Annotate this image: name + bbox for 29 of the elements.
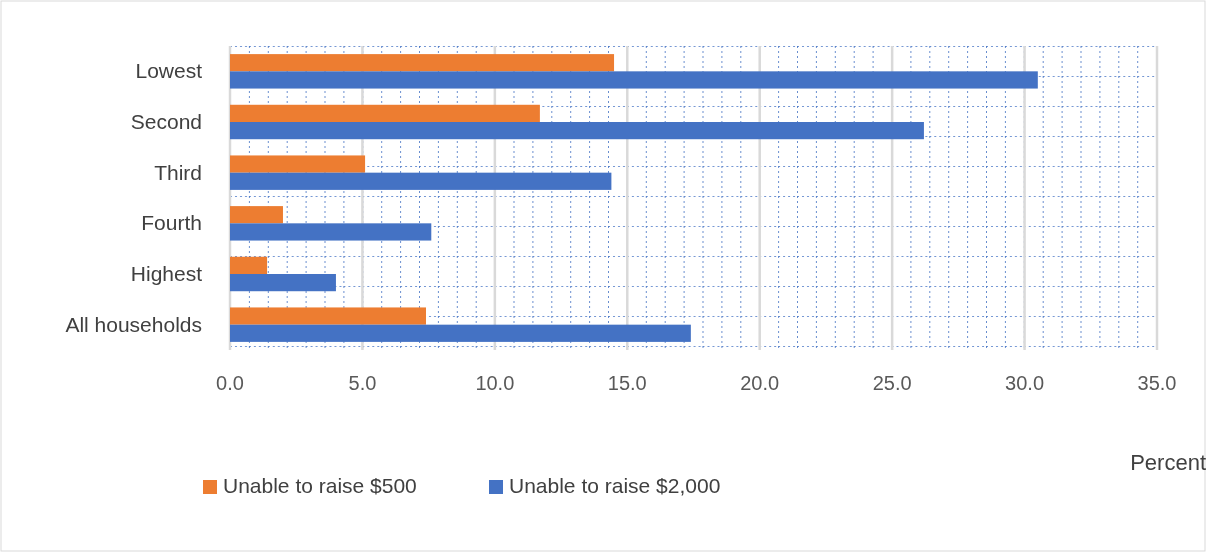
bar xyxy=(230,206,283,224)
y-tick-label: Third xyxy=(154,160,202,184)
x-tick-label: 35.0 xyxy=(1137,372,1177,394)
bar xyxy=(230,324,691,342)
x-tick-label: 25.0 xyxy=(872,372,912,394)
bar xyxy=(230,104,540,122)
bar xyxy=(230,122,924,140)
legend-label: Unable to raise $2,000 xyxy=(509,474,721,497)
bar xyxy=(230,274,336,292)
legend-label: Unable to raise $500 xyxy=(223,474,417,497)
x-tick-label: 0.0 xyxy=(216,372,244,394)
y-tick-label: All households xyxy=(65,312,202,336)
x-tick-label: 20.0 xyxy=(740,372,780,394)
bar xyxy=(230,307,426,325)
y-tick-label: Lowest xyxy=(135,59,203,83)
bar xyxy=(230,71,1038,89)
bar xyxy=(230,223,432,241)
x-axis-title: Percent xyxy=(1130,450,1206,475)
x-tick-label: 15.0 xyxy=(607,372,647,394)
x-tick-label: 10.0 xyxy=(475,372,515,394)
y-tick-label: Fourth xyxy=(141,211,202,235)
x-tick-label: 30.0 xyxy=(1005,372,1045,394)
x-tick-label: 5.0 xyxy=(348,372,377,394)
bar xyxy=(230,155,366,173)
y-tick-label: Highest xyxy=(130,262,203,285)
y-tick-label: Second xyxy=(130,110,202,133)
bar xyxy=(230,172,612,190)
bar xyxy=(230,54,615,72)
bar xyxy=(230,256,268,274)
